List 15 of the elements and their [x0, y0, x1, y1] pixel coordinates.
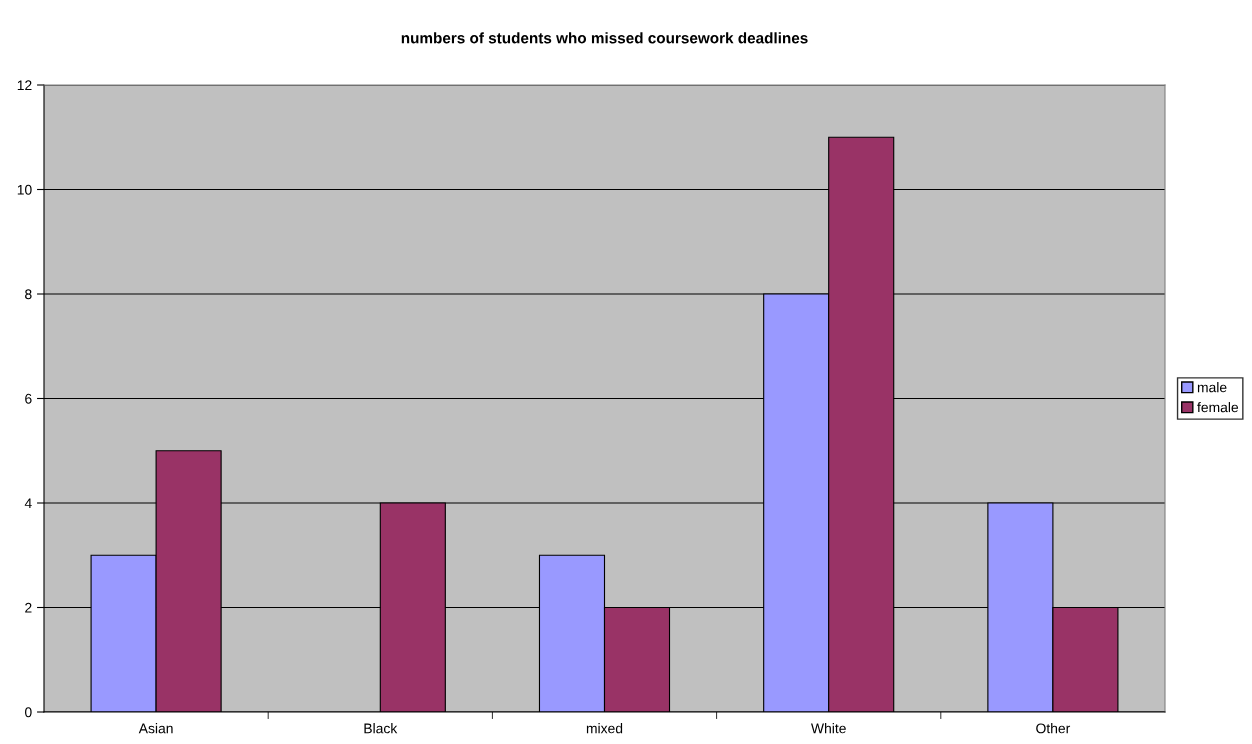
y-tick-label: 10 [17, 184, 32, 195]
y-tick-label: 12 [17, 80, 32, 91]
x-tick-label: mixed [586, 723, 623, 734]
y-tick-label: 6 [25, 393, 32, 404]
x-tick-label: Asian [138, 723, 173, 734]
y-tick-label: 0 [25, 707, 32, 718]
x-tick-label: Other [1036, 723, 1071, 734]
y-tick-label: 8 [25, 289, 32, 300]
x-tick-label: Black [364, 723, 398, 734]
y-tick-label: 2 [25, 602, 32, 613]
y-tick-label: 4 [24, 498, 32, 509]
legend-label: female [1197, 402, 1239, 413]
legend-label: male [1197, 382, 1227, 393]
x-tick-label: White [811, 723, 846, 734]
chart-title: numbers of students who missed coursework deadlines [401, 32, 808, 44]
